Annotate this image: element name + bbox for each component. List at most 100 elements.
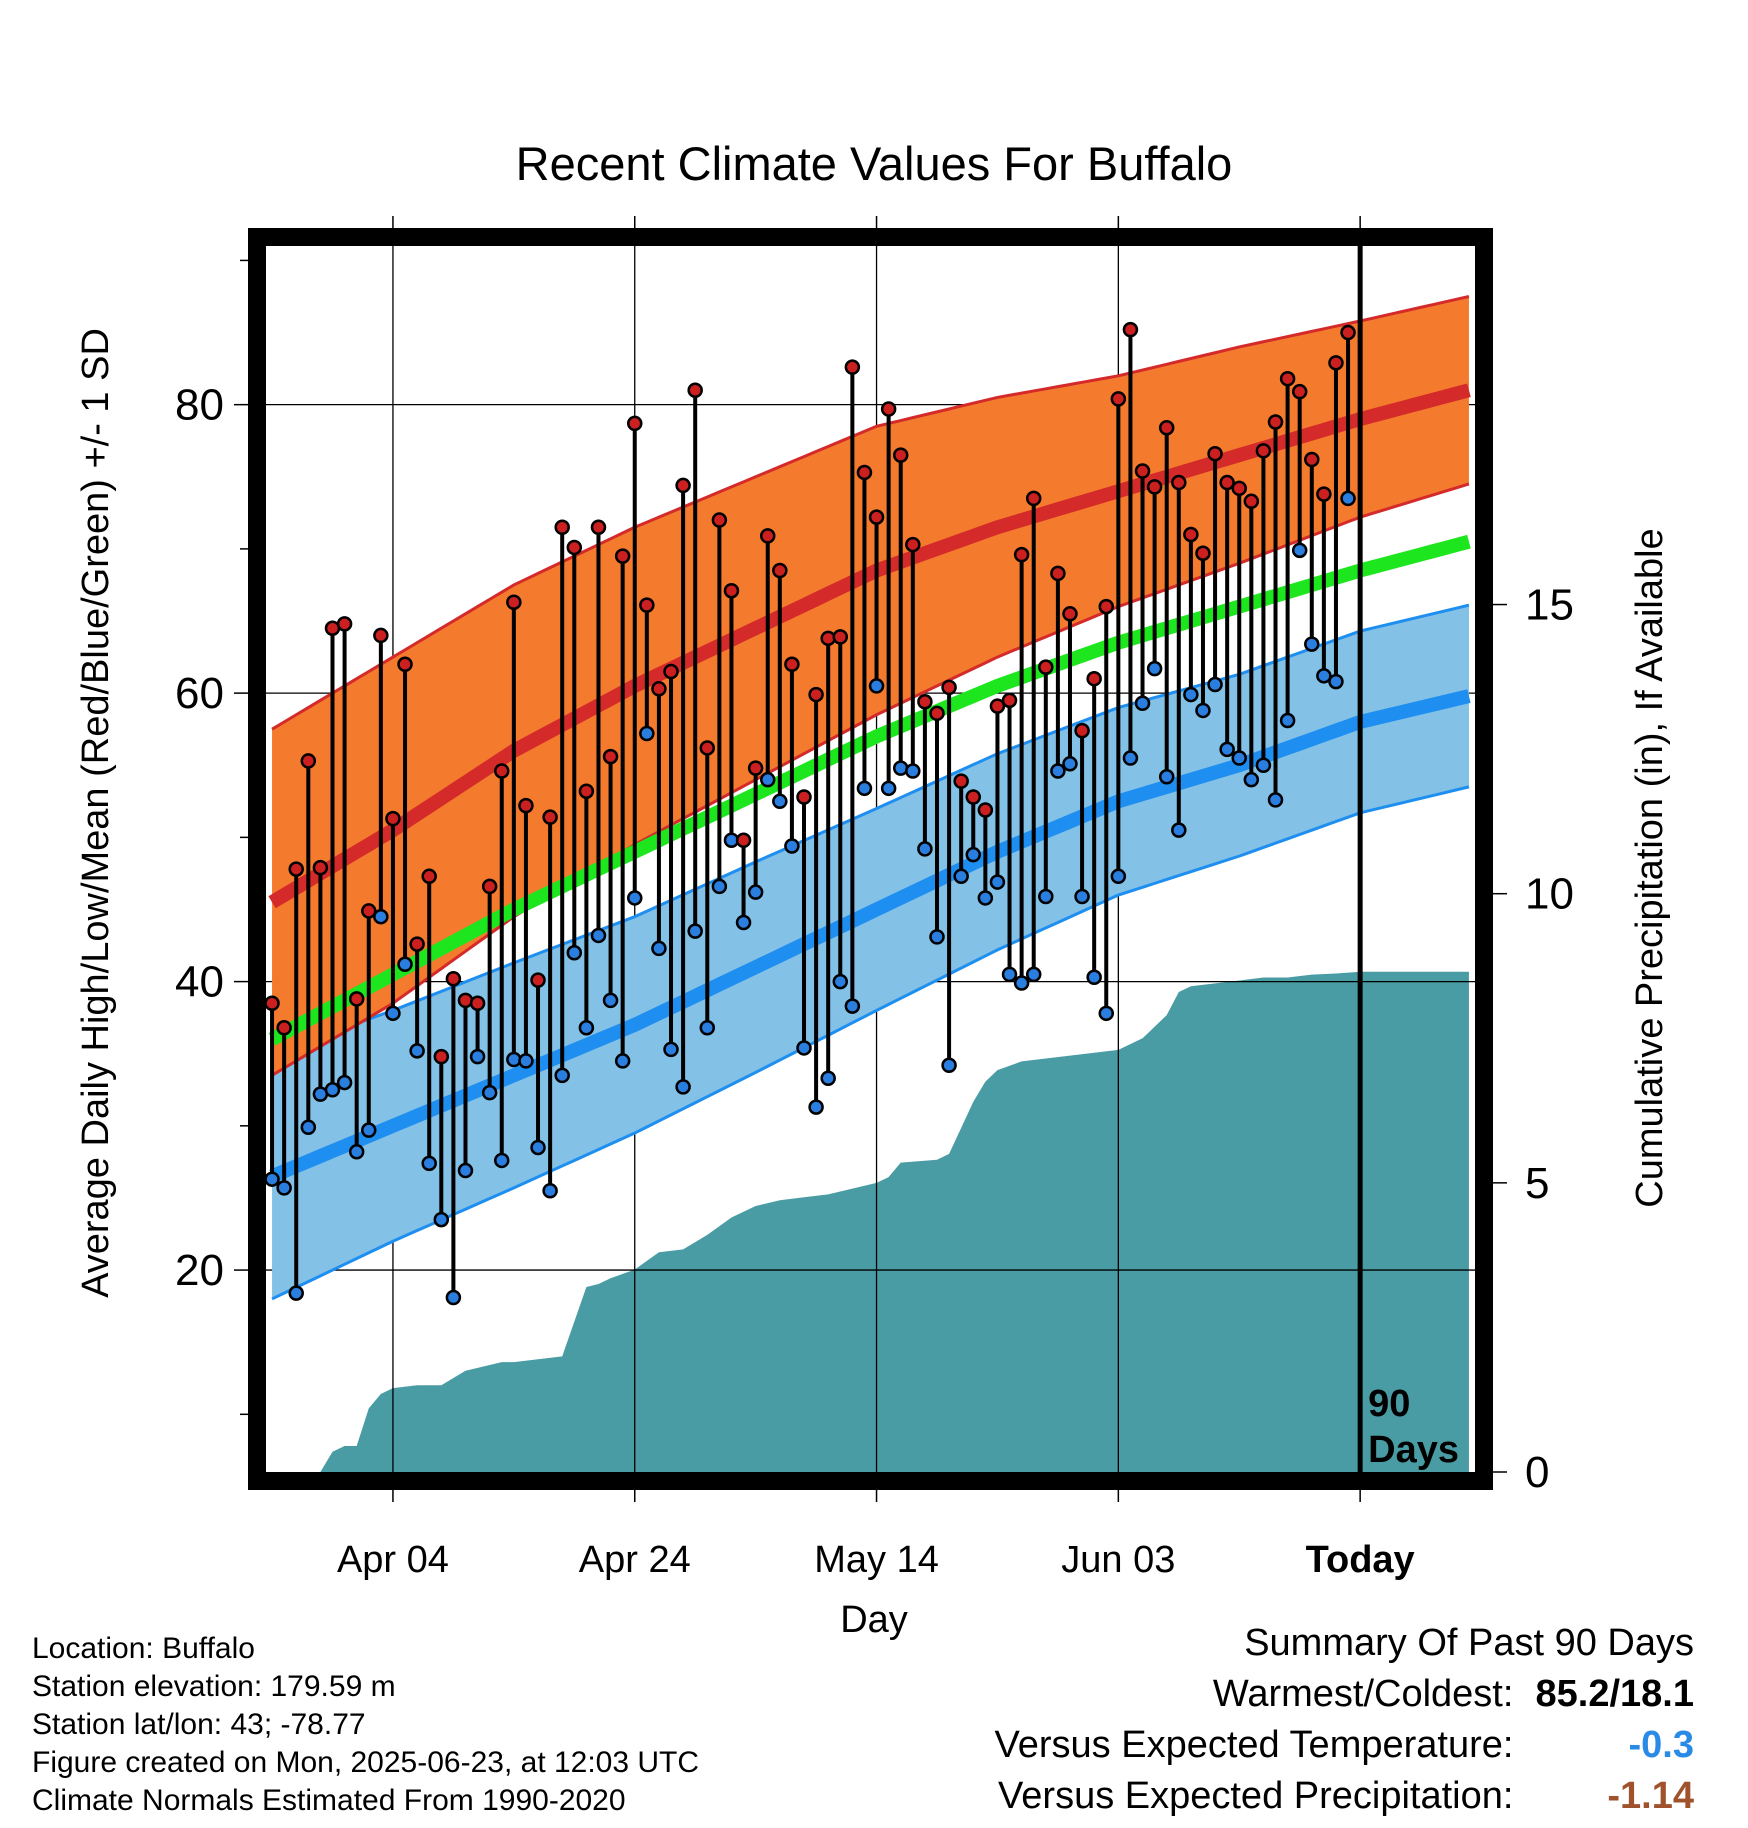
high-point xyxy=(796,789,812,805)
low-point xyxy=(844,998,861,1014)
y2-tick-label: 15 xyxy=(1525,581,1574,630)
high-point xyxy=(687,382,703,398)
high-point xyxy=(856,464,873,481)
low-point xyxy=(1110,868,1127,885)
low-point xyxy=(361,1122,377,1138)
low-point xyxy=(626,890,643,906)
low-point xyxy=(1038,888,1054,905)
high-point xyxy=(1291,383,1308,400)
precipitation-area xyxy=(272,971,1469,1472)
low-point xyxy=(1183,686,1199,703)
high-point xyxy=(1062,606,1078,622)
high-point xyxy=(1025,490,1042,507)
today-days-label: 90 xyxy=(1368,1383,1410,1425)
low-point xyxy=(1231,750,1247,766)
y-tick-label: 80 xyxy=(175,381,224,430)
high-point xyxy=(469,995,486,1011)
high-point xyxy=(1110,391,1127,407)
low-point xyxy=(433,1211,450,1228)
y2-tick-label: 0 xyxy=(1525,1448,1549,1497)
high-lower-edge xyxy=(271,482,1470,1077)
low-point xyxy=(917,841,933,857)
high-point xyxy=(348,991,365,1007)
summary-precip-row: Versus Expected Precipitation: -1.14 xyxy=(995,1771,1694,1822)
low-point xyxy=(1304,636,1320,652)
high-point xyxy=(566,539,583,556)
temp-anomaly-label: Versus Expected Temperature: xyxy=(994,1724,1514,1766)
low-point xyxy=(711,878,728,895)
warmest-value: 85.2/18.1 xyxy=(1535,1673,1694,1715)
high-point xyxy=(1171,474,1187,491)
high-point xyxy=(276,1020,292,1036)
high-point xyxy=(759,528,776,544)
low-point xyxy=(1050,763,1066,779)
low-point xyxy=(820,1070,836,1086)
low-point xyxy=(566,945,583,961)
low-point xyxy=(324,1082,341,1098)
low-point xyxy=(675,1079,691,1095)
low-point xyxy=(856,780,873,797)
high-point xyxy=(699,740,716,756)
x-axis-label: Day xyxy=(840,1599,908,1641)
low-point xyxy=(614,1053,631,1069)
station-info: Location: Buffalo Station elevation: 179… xyxy=(32,1630,699,1820)
low-point xyxy=(590,927,607,944)
high-point xyxy=(626,415,643,432)
high-point xyxy=(905,536,921,553)
low-point xyxy=(1146,660,1163,677)
low-point xyxy=(518,1053,534,1069)
high-point xyxy=(542,809,558,825)
low-point xyxy=(276,1180,292,1196)
high-point xyxy=(1255,443,1272,459)
high-point xyxy=(1098,598,1115,615)
high-point xyxy=(1134,463,1151,479)
temp-anomaly-value: -0.3 xyxy=(1628,1724,1694,1766)
low-point xyxy=(1340,490,1356,507)
high-point xyxy=(651,681,667,697)
y-tick-label: 40 xyxy=(175,958,224,1007)
high-point xyxy=(554,519,570,536)
high-point xyxy=(880,401,897,417)
low-point xyxy=(1013,975,1030,991)
high-upper-edge xyxy=(271,295,1470,731)
low-point xyxy=(808,1099,824,1115)
high-point xyxy=(977,802,994,818)
low-point xyxy=(699,1020,716,1036)
high-point xyxy=(772,562,788,579)
y2-tick-label: 10 xyxy=(1525,870,1574,919)
high-point xyxy=(373,627,389,644)
low-point xyxy=(1279,712,1296,729)
low-point xyxy=(348,1144,365,1160)
y-tick-label: 20 xyxy=(175,1246,224,1295)
high-point xyxy=(808,686,824,703)
low-point xyxy=(602,992,619,1009)
high-point xyxy=(1207,445,1223,462)
low-lower-edge xyxy=(271,785,1470,1301)
chart-title: Recent Climate Values For Buffalo xyxy=(516,137,1233,190)
low-point xyxy=(772,793,788,810)
warmest-label: Warmest/Coldest: xyxy=(1212,1673,1514,1715)
high-point xyxy=(1183,526,1199,543)
high-point xyxy=(892,447,909,463)
high-point xyxy=(1122,321,1139,338)
low-point xyxy=(1025,966,1042,983)
low-point xyxy=(663,1041,679,1058)
high-point xyxy=(868,509,885,525)
high-point xyxy=(917,694,933,710)
low-point xyxy=(1316,668,1332,684)
precip-anomaly-value: -1.14 xyxy=(1607,1775,1694,1817)
high-point xyxy=(1316,486,1332,502)
high-point xyxy=(266,995,280,1011)
high-point xyxy=(494,763,510,779)
low-point xyxy=(747,884,764,900)
high-point xyxy=(1267,414,1284,430)
high-point xyxy=(1158,419,1175,436)
low-point xyxy=(953,868,969,885)
low-point xyxy=(1086,969,1102,986)
high-point xyxy=(361,903,377,919)
high-point xyxy=(1328,355,1344,371)
x-tick-label: Apr 04 xyxy=(337,1539,449,1581)
high-point xyxy=(481,878,498,895)
low-point xyxy=(445,1289,462,1306)
